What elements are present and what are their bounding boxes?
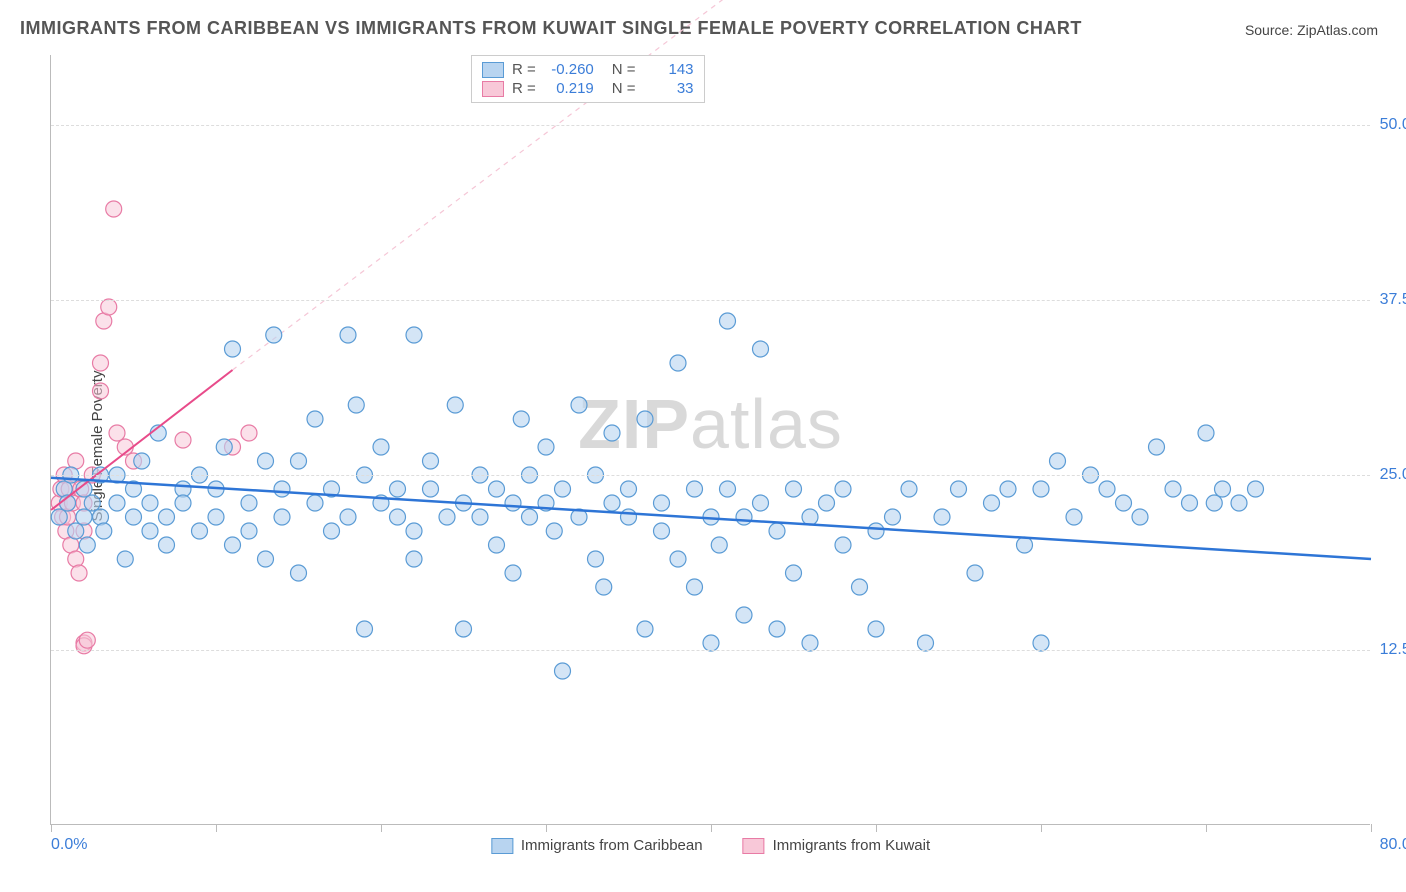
chart-title: IMMIGRANTS FROM CARIBBEAN VS IMMIGRANTS … (20, 18, 1082, 39)
n-value-kuwait: 33 (644, 80, 694, 97)
gridline (51, 650, 1370, 651)
source-label: Source: (1245, 22, 1297, 38)
source-link[interactable]: ZipAtlas.com (1297, 22, 1378, 38)
swatch-caribbean (482, 62, 504, 78)
legend-row-caribbean: R = -0.260 N = 143 (482, 60, 694, 79)
legend-item-kuwait: Immigrants from Kuwait (743, 837, 931, 854)
r-value-kuwait: 0.219 (544, 80, 594, 97)
x-tick (1041, 824, 1042, 832)
swatch-kuwait (482, 81, 504, 97)
x-max-label: 80.0% (1380, 836, 1406, 854)
y-tick-label: 25.0% (1380, 466, 1406, 484)
r-label: R = (512, 80, 536, 97)
gridline (51, 300, 1370, 301)
x-tick (51, 824, 52, 832)
series-legend: Immigrants from Caribbean Immigrants fro… (491, 837, 930, 854)
n-label: N = (612, 61, 636, 78)
y-tick-label: 50.0% (1380, 116, 1406, 134)
x-tick (381, 824, 382, 832)
swatch-caribbean-icon (491, 838, 513, 854)
gridline (51, 125, 1370, 126)
x-tick (876, 824, 877, 832)
legend-label-kuwait: Immigrants from Kuwait (773, 837, 931, 854)
x-tick (1371, 824, 1372, 832)
plot-svg (51, 55, 1370, 824)
n-label: N = (612, 80, 636, 97)
x-tick (1206, 824, 1207, 832)
legend-row-kuwait: R = 0.219 N = 33 (482, 79, 694, 98)
r-label: R = (512, 61, 536, 78)
legend-label-caribbean: Immigrants from Caribbean (521, 837, 703, 854)
x-tick (711, 824, 712, 832)
y-tick-label: 12.5% (1380, 641, 1406, 659)
gridline (51, 475, 1370, 476)
x-tick (546, 824, 547, 832)
legend-item-caribbean: Immigrants from Caribbean (491, 837, 703, 854)
plot-area: ZIPatlas R = -0.260 N = 143 R = 0.219 N … (50, 55, 1370, 825)
correlation-legend: R = -0.260 N = 143 R = 0.219 N = 33 (471, 55, 705, 103)
x-tick (216, 824, 217, 832)
y-tick-label: 37.5% (1380, 291, 1406, 309)
source-attribution: Source: ZipAtlas.com (1245, 22, 1378, 38)
r-value-caribbean: -0.260 (544, 61, 594, 78)
x-min-label: 0.0% (51, 836, 87, 854)
n-value-caribbean: 143 (644, 61, 694, 78)
swatch-kuwait-icon (743, 838, 765, 854)
